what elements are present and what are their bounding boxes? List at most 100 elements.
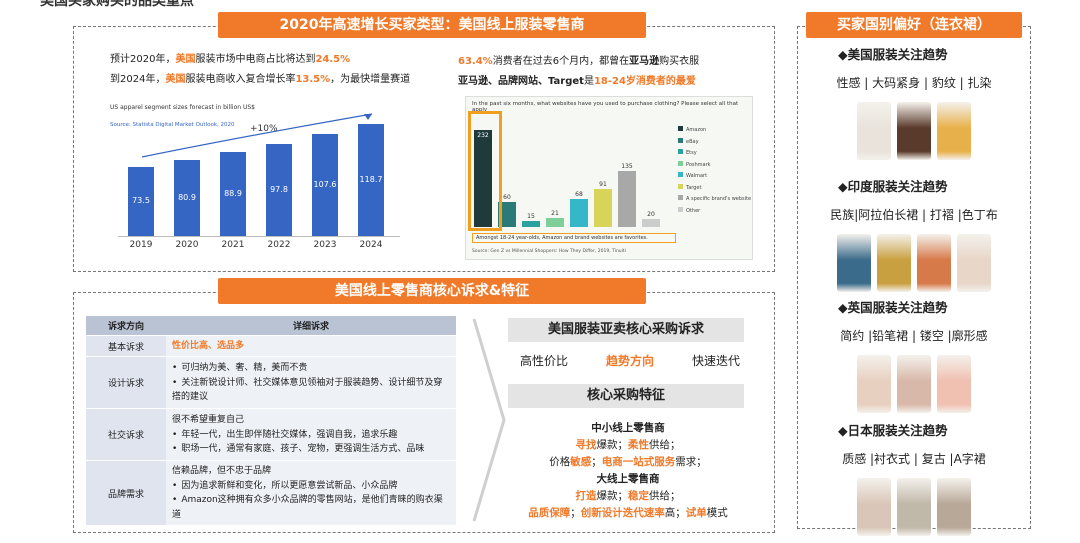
legend-label: eBay xyxy=(686,138,699,145)
country-trend-title: ◆印度服装关注趋势 xyxy=(838,179,948,194)
legend-label: Amazon xyxy=(686,127,707,133)
bar-2023: 107.6 xyxy=(312,134,338,236)
growth-banner: 2020年高速增长买家类型：美国线上服装零售商 xyxy=(218,12,646,38)
survey-question: In the past six months, what websites ha… xyxy=(472,101,739,113)
retailer-features: 中小线上零售商 寻找爆款；柔性供给； 价格敏感；电商一站式服务需求； 大线上零售… xyxy=(528,422,728,519)
dress-photo xyxy=(857,102,891,160)
chart-title: US apparel segment sizes forecast in bil… xyxy=(110,104,255,111)
legend-item: A specific brand's website xyxy=(678,194,752,206)
legend-item: Etsy xyxy=(678,148,752,160)
year-label: 2024 xyxy=(359,240,383,250)
table-cell-category: 设计诉求 xyxy=(86,356,166,410)
survey-bar-value: 60 xyxy=(503,194,511,201)
survey-bar-7 xyxy=(642,218,660,227)
forecast-line-2: 到2024年，美国服装电商收入复合增长率13.5%，为最快增量赛道 xyxy=(110,74,411,85)
bar-2024: 118.7 xyxy=(358,123,384,236)
legend-swatch xyxy=(678,183,683,189)
survey-bar-value: 91 xyxy=(599,181,607,189)
core-demand-banner: 美国线上零售商核心诉求&特征 xyxy=(218,278,646,304)
country-trend-title: ◆日本服装关注趋势 xyxy=(838,423,948,438)
country-trend-tags: 民族|阿拉伯长裙 | 打褶 |色丁布 xyxy=(830,208,998,222)
survey-chart: In the past six months, what websites ha… xyxy=(465,96,753,260)
dress-photo xyxy=(937,478,971,536)
legend-label: Target xyxy=(686,184,702,191)
country-trend-title: ◆英国服装关注趋势 xyxy=(838,300,948,315)
country-trend-tags: 质感 |衬衣式 | 复古 |A字裙 xyxy=(842,452,986,466)
table-cell-detail: 信赖品牌，但不忠于品牌 因为追求新鲜和变化，所以更愿意尝试新品、小众品牌 Ama… xyxy=(166,460,456,526)
survey-bars: 232 60 15 21 68 91 135 20 xyxy=(466,97,676,247)
bar-2020: 80.9 xyxy=(174,159,200,236)
dress-photo xyxy=(897,355,931,413)
dress-photo xyxy=(917,234,951,292)
legend-swatch xyxy=(678,160,683,166)
legend-swatch xyxy=(678,206,683,212)
dress-photo xyxy=(837,234,871,292)
core-demand-items: 高性价比 趋势方向 快速迭代 xyxy=(520,354,740,368)
survey-bar-value: 20 xyxy=(647,210,655,218)
top-partial-title: 美国买家购买的品类重点 xyxy=(40,0,194,9)
year-label: 2022 xyxy=(267,240,291,250)
bar-2022: 97.8 xyxy=(266,143,292,236)
legend-label: A specific brand's website xyxy=(686,196,752,202)
survey-bar-5 xyxy=(594,189,612,227)
table-cell-detail: 很不希望重复自己 年轻一代，出生即伴随社交媒体，强调自我，追求乐趣 职场一代，通… xyxy=(166,408,456,462)
chart-source: Source: Statista Digital Market Outlook,… xyxy=(110,122,235,128)
year-label: 2021 xyxy=(221,240,245,250)
legend-item: Poshmark xyxy=(678,160,752,172)
table-cell-category: 品牌需求 xyxy=(86,460,166,526)
survey-bar-value: 232 xyxy=(477,132,489,140)
bar-value-label: 80.9 xyxy=(178,192,196,202)
legend-swatch xyxy=(678,137,683,143)
favorites-line: 亚马逊、品牌网站、Target是18-24岁消费者的最爱 xyxy=(458,76,696,87)
legend-swatch xyxy=(678,172,683,177)
legend-item: Other xyxy=(678,206,752,218)
legend-item: eBay xyxy=(678,137,752,149)
country-trend-tags: 性感 | 大码紧身 | 豹纹 | 扎染 xyxy=(836,76,992,90)
chevron-right-icon xyxy=(472,318,506,522)
dress-photo xyxy=(957,234,991,292)
dress-photo xyxy=(937,102,971,160)
bar-2019: 73.5 xyxy=(128,166,154,236)
survey-bar-1 xyxy=(498,202,516,227)
legend-item: Target xyxy=(678,183,752,195)
year-label: 2019 xyxy=(129,240,153,250)
bar-value-label: 97.8 xyxy=(270,184,288,194)
country-trend-tags: 简约 |铅笔裙 | 镂空 |廓形感 xyxy=(840,329,988,343)
dress-photo xyxy=(857,355,891,413)
dress-photo xyxy=(877,234,911,292)
amazon-stat-line: 63.4%消费者在过去6个月内，都曾在亚马逊购买衣服 xyxy=(458,56,700,67)
legend-item: Amazon xyxy=(678,125,752,137)
table-cell-detail: 可归纳为美、奢、精，美而不贵 关注新锐设计师、社交媒体意见领袖对于服装趋势、设计… xyxy=(166,356,456,410)
amazon-highlight xyxy=(468,111,502,231)
core-feature-title: 核心采购特征 xyxy=(508,384,744,408)
core-demand-title: 美国服装亚卖核心采购诉求 xyxy=(508,318,744,342)
survey-bar-value: 135 xyxy=(621,162,633,170)
table-header-detail: 详细诉求 xyxy=(166,316,456,336)
legend-item: Walmart xyxy=(678,171,752,183)
legend-swatch xyxy=(678,126,683,131)
chart-baseline xyxy=(118,236,400,237)
table-cell-detail: 性价比高、选品多 xyxy=(166,335,456,358)
legend-swatch xyxy=(678,149,683,154)
bar-value-label: 118.7 xyxy=(359,174,383,184)
survey-bar-value: 15 xyxy=(527,212,535,220)
survey-legend: Amazon eBay Etsy Poshmark Walmart Target A spe… xyxy=(678,125,752,217)
table-cell-category: 基本诉求 xyxy=(86,335,166,358)
dress-photo xyxy=(937,355,971,413)
growth-arrow xyxy=(141,113,373,158)
bar-value-label: 73.5 xyxy=(132,196,150,206)
legend-swatch xyxy=(678,195,683,200)
survey-source: Source: Gen Z vs Millennial Shoppers: Ho… xyxy=(472,249,626,254)
survey-bar-value: 21 xyxy=(551,210,559,218)
table-header-category: 诉求方向 xyxy=(86,316,166,336)
country-trend-title: ◆美国服装关注趋势 xyxy=(838,47,948,62)
table-cell-category: 社交诉求 xyxy=(86,408,166,462)
apparel-bars: 73.5 2019 80.9 2020 88.9 2021 97.8 2022 107.6 202… xyxy=(110,102,450,252)
legend-label: Poshmark xyxy=(686,161,711,168)
survey-bar-0 xyxy=(474,130,492,227)
survey-note: Amongst 18-24 year-olds, Amazon and bran… xyxy=(472,233,676,243)
bar-value-label: 88.9 xyxy=(224,189,242,199)
year-label: 2023 xyxy=(313,240,337,250)
legend-label: Walmart xyxy=(686,173,708,179)
survey-bar-4 xyxy=(570,198,588,227)
